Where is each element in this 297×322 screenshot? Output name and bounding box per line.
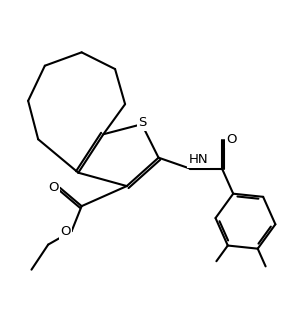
Text: O: O [48,181,59,194]
Text: O: O [226,133,237,147]
Text: HN: HN [189,153,208,166]
Text: O: O [61,225,71,238]
Text: S: S [138,116,147,129]
